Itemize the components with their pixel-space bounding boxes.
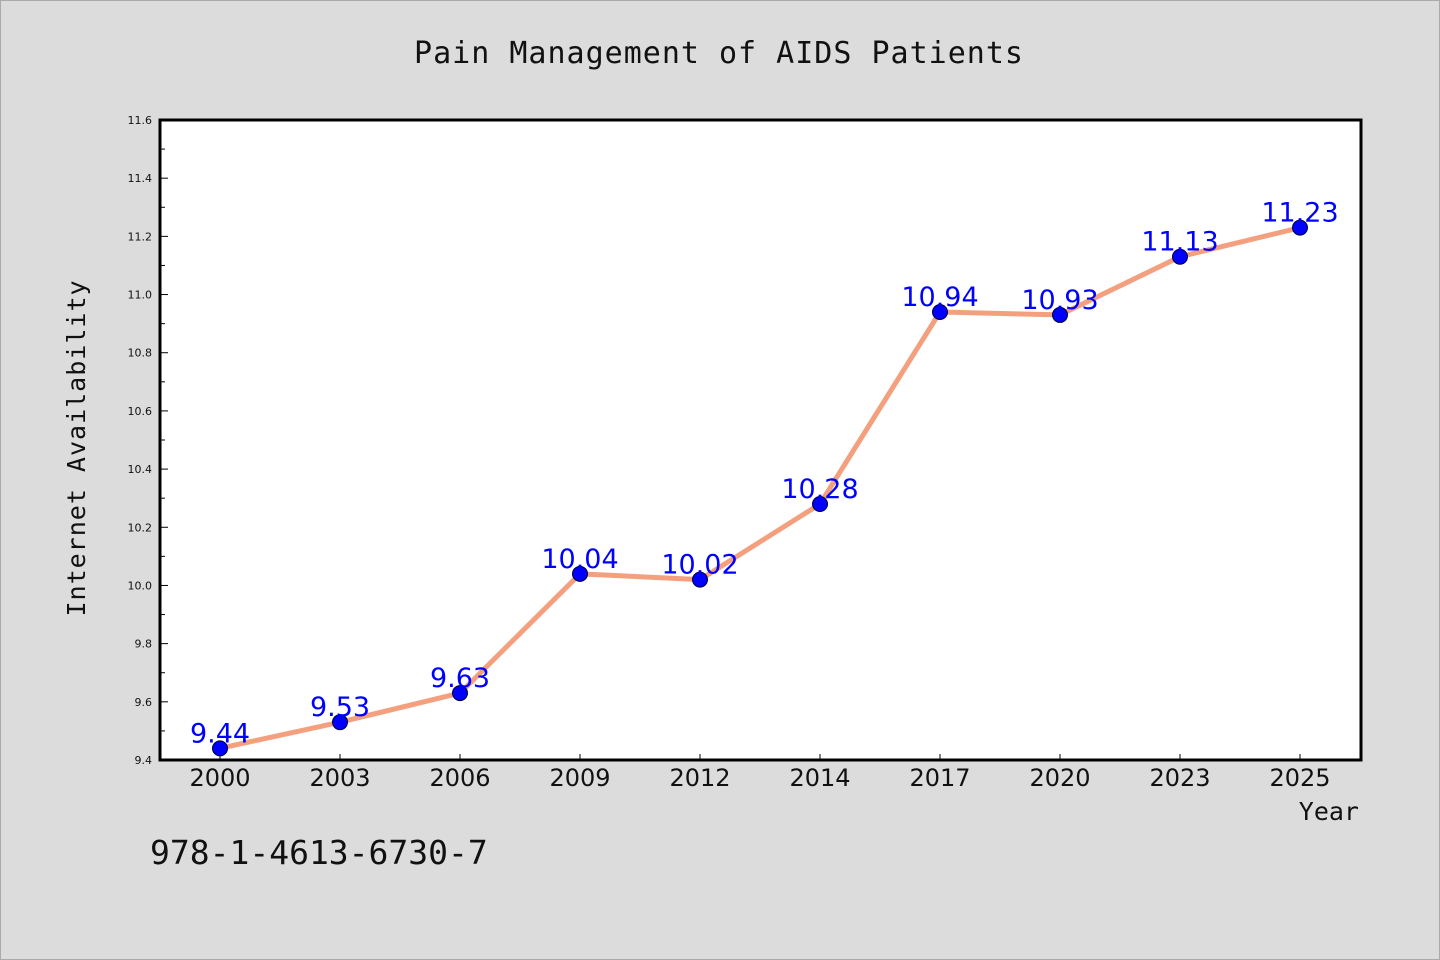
data-point	[332, 714, 348, 731]
chart-title: Pain Management of AIDS Patients	[414, 36, 1024, 71]
y-tick-label: 10.0	[128, 579, 153, 592]
x-tick-label: 2020	[1029, 764, 1090, 792]
x-axis-label: Year	[1299, 797, 1359, 826]
series-layer: 9.44 9.53 9.63 10.04 10.02 10.28 10.94 10.93 11.…	[190, 198, 1339, 757]
y-axis-label: Internet Availability	[62, 279, 91, 616]
x-axis: 2000 2003 2006 2009 2012 2014 2017 2020 2023 2025	[189, 754, 1331, 792]
y-tick-label: 9.8	[135, 638, 153, 651]
data-label: 11.13	[1141, 227, 1218, 258]
y-tick-label: 11.6	[128, 114, 153, 127]
x-tick-label: 2009	[549, 764, 610, 792]
x-tick-label: 2000	[189, 764, 250, 792]
x-tick-label: 2014	[789, 764, 850, 792]
y-tick-label: 9.6	[135, 696, 153, 709]
plot-area	[160, 120, 1361, 760]
x-tick-label: 2025	[1269, 764, 1330, 792]
y-axis: 9.4 9.6 9.8 10.0 10.2 10.4 10.6 10.8 11.0 11.2 11.…	[128, 114, 168, 767]
x-tick-label: 2012	[669, 764, 730, 792]
data-point	[812, 496, 828, 512]
data-point	[692, 571, 708, 588]
y-tick-label: 11.4	[128, 172, 153, 185]
data-point	[572, 565, 588, 582]
y-tick-label: 10.2	[128, 521, 153, 534]
data-label: 10.28	[781, 474, 858, 505]
x-tick-label: 2003	[309, 764, 370, 792]
data-label: 9.53	[310, 692, 370, 723]
data-point	[932, 304, 948, 320]
y-tick-label: 9.4	[135, 754, 153, 767]
data-point	[212, 740, 228, 757]
x-tick-label: 2006	[429, 764, 490, 792]
y-tick-label: 10.6	[128, 405, 153, 418]
data-label: 10.02	[661, 550, 738, 581]
y-tick-label: 10.8	[128, 347, 153, 360]
y-tick-label: 11.0	[128, 289, 153, 302]
data-label: 11.23	[1261, 198, 1338, 229]
data-label: 10.04	[541, 544, 618, 575]
x-tick-label: 2017	[909, 764, 970, 792]
data-label: 10.94	[901, 282, 978, 313]
data-point	[1172, 248, 1188, 265]
x-tick-label: 2023	[1149, 764, 1210, 792]
data-point	[452, 685, 468, 702]
series-line	[217, 225, 1303, 751]
y-tick-label: 10.4	[128, 463, 153, 476]
data-point	[1292, 219, 1308, 236]
data-point	[1052, 306, 1068, 323]
y-tick-label: 11.2	[128, 230, 153, 243]
data-label: 10.93	[1021, 285, 1098, 316]
data-label: 9.44	[190, 718, 250, 749]
data-label: 9.63	[430, 663, 490, 694]
footer-code: 978-1-4613-6730-7	[150, 833, 488, 872]
plot-frame	[158, 118, 1363, 762]
